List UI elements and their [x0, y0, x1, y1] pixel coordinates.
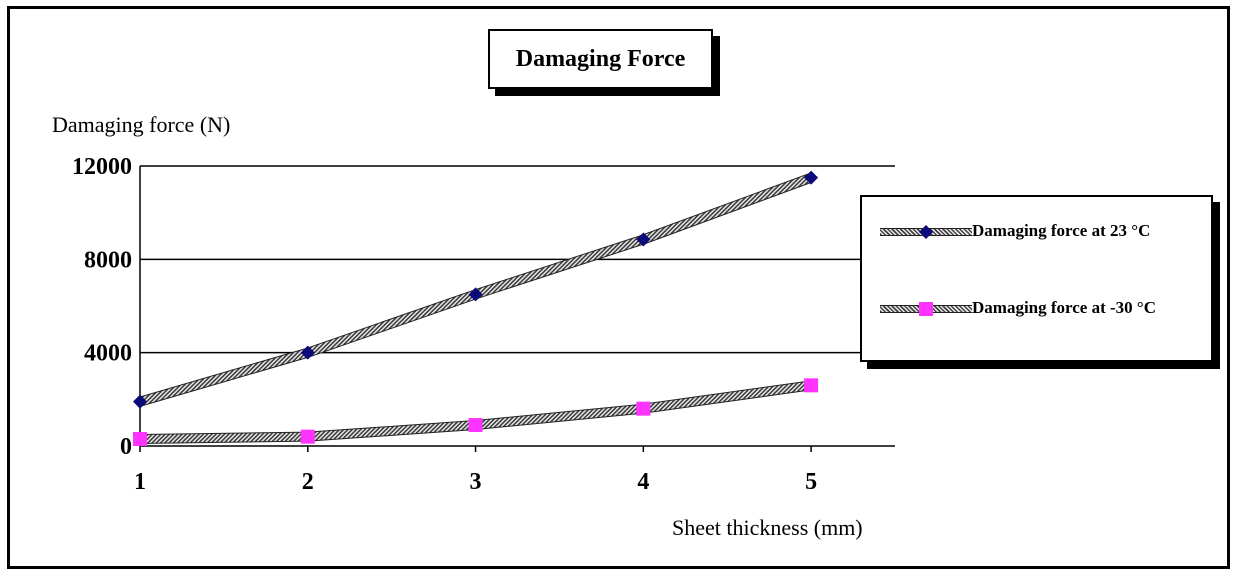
x-axis-label: Sheet thickness (mm)	[672, 515, 863, 540]
legend-label-23c: Damaging force at 23 °C	[972, 221, 1151, 240]
x-tick-label-2: 2	[302, 469, 314, 495]
point-series1-x4	[636, 401, 651, 416]
point-series0-x2	[300, 345, 315, 360]
diamond-marker-icon	[919, 225, 933, 239]
point-series1-x1	[133, 432, 147, 446]
point-series1-x5	[804, 378, 819, 393]
x-tick-label-4: 4	[637, 469, 649, 495]
y-axis-label: Damaging force (N)	[52, 112, 231, 137]
x-tick-label-3: 3	[470, 469, 482, 495]
x-tick-label-5: 5	[805, 469, 817, 495]
y-tick-label-12000: 12000	[72, 154, 132, 180]
point-series0-x1	[133, 394, 147, 409]
legend-item-23c: Damaging force at 23 °C	[862, 218, 1215, 248]
legend-label-minus30c: Damaging force at -30 °C	[972, 298, 1157, 317]
y-tick-label-4000: 4000	[84, 341, 132, 367]
y-tick-label-0: 0	[120, 434, 132, 460]
chart-title: Damaging Force	[488, 29, 713, 89]
x-tick-label-1: 1	[134, 469, 146, 495]
y-tick-label-8000: 8000	[84, 247, 132, 273]
point-series0-x3	[468, 287, 483, 302]
point-series0-x5	[804, 170, 819, 185]
point-series1-x3	[468, 418, 483, 432]
legend-item-minus30c: Damaging force at -30 °C	[862, 295, 1215, 325]
square-marker-icon	[919, 302, 933, 316]
point-series1-x2	[300, 429, 315, 444]
point-series0-x4	[636, 232, 651, 247]
legend: Damaging force at 23 °C Damaging force a…	[860, 195, 1213, 362]
